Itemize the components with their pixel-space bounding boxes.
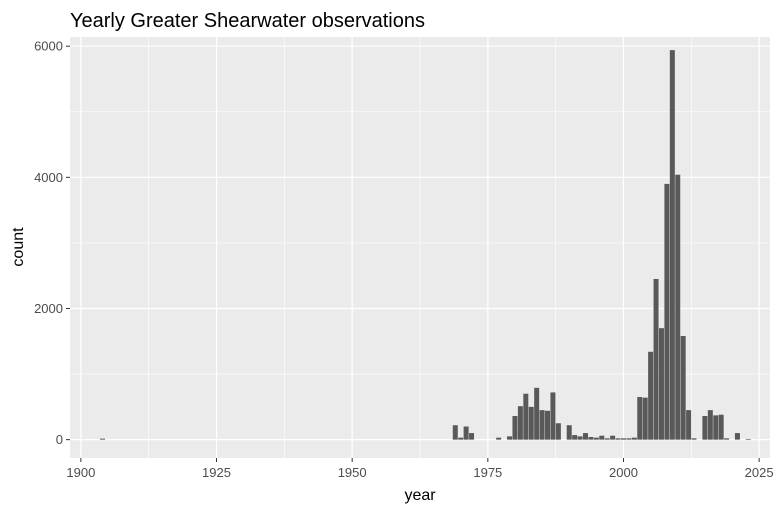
bar: [583, 433, 588, 440]
bar: [555, 423, 561, 440]
bar: [463, 426, 469, 440]
x-tick-label: 1925: [202, 465, 231, 480]
x-axis: 1900 1925 1950 1975 2000 2025: [66, 458, 774, 480]
bar: [593, 437, 599, 440]
bar: [100, 438, 106, 440]
bar: [707, 410, 713, 440]
bar: [452, 425, 458, 440]
bar: [545, 410, 551, 440]
bar: [539, 410, 545, 440]
bar: [469, 433, 475, 440]
x-tick-label: 1900: [66, 465, 95, 480]
y-axis: 0 2000 4000 6000: [34, 39, 70, 447]
bar: [496, 437, 502, 440]
bar: [664, 183, 670, 440]
y-tick-label: 0: [56, 432, 63, 447]
bar: [713, 415, 719, 440]
bar: [517, 406, 523, 440]
bar: [631, 437, 637, 440]
bar: [658, 328, 664, 440]
bar: [620, 438, 626, 440]
x-tick-label: 1975: [473, 465, 502, 480]
bar: [724, 438, 730, 440]
bar: [653, 278, 659, 440]
x-tick-label: 1950: [338, 465, 367, 480]
bar: [675, 174, 681, 440]
bar: [566, 425, 572, 440]
bar: [615, 438, 621, 440]
y-axis-title: count: [10, 227, 27, 267]
bar: [588, 437, 594, 440]
bar: [734, 433, 740, 440]
bar: [745, 438, 751, 440]
bar: [637, 397, 643, 440]
bar: [718, 414, 724, 440]
bar: [691, 438, 697, 440]
grid-minor: [70, 37, 770, 458]
bar: [534, 387, 540, 440]
y-tick-label: 2000: [34, 301, 63, 316]
x-tick-label: 2000: [609, 465, 638, 480]
bar: [604, 438, 610, 440]
grid-major: [70, 37, 770, 458]
bar: [702, 416, 708, 440]
bar: [572, 435, 578, 440]
y-tick-label: 4000: [34, 170, 63, 185]
bar: [642, 397, 648, 440]
bar: [550, 392, 556, 440]
bar: [528, 406, 534, 440]
bar: [523, 393, 529, 440]
x-axis-title: year: [404, 487, 436, 504]
chart-title: Yearly Greater Shearwater observations: [70, 10, 425, 32]
bar: [610, 435, 616, 440]
bar: [680, 336, 686, 440]
bar: [626, 438, 632, 440]
bar: [669, 50, 675, 440]
bars: [100, 50, 751, 440]
bar: [686, 410, 692, 440]
bar: [507, 436, 513, 440]
bar: [648, 351, 654, 440]
y-tick-label: 6000: [34, 39, 63, 54]
x-tick-label: 2025: [745, 465, 774, 480]
bar: [599, 435, 605, 440]
bar: [512, 416, 518, 440]
bar: [458, 437, 464, 440]
bar: [577, 436, 583, 440]
